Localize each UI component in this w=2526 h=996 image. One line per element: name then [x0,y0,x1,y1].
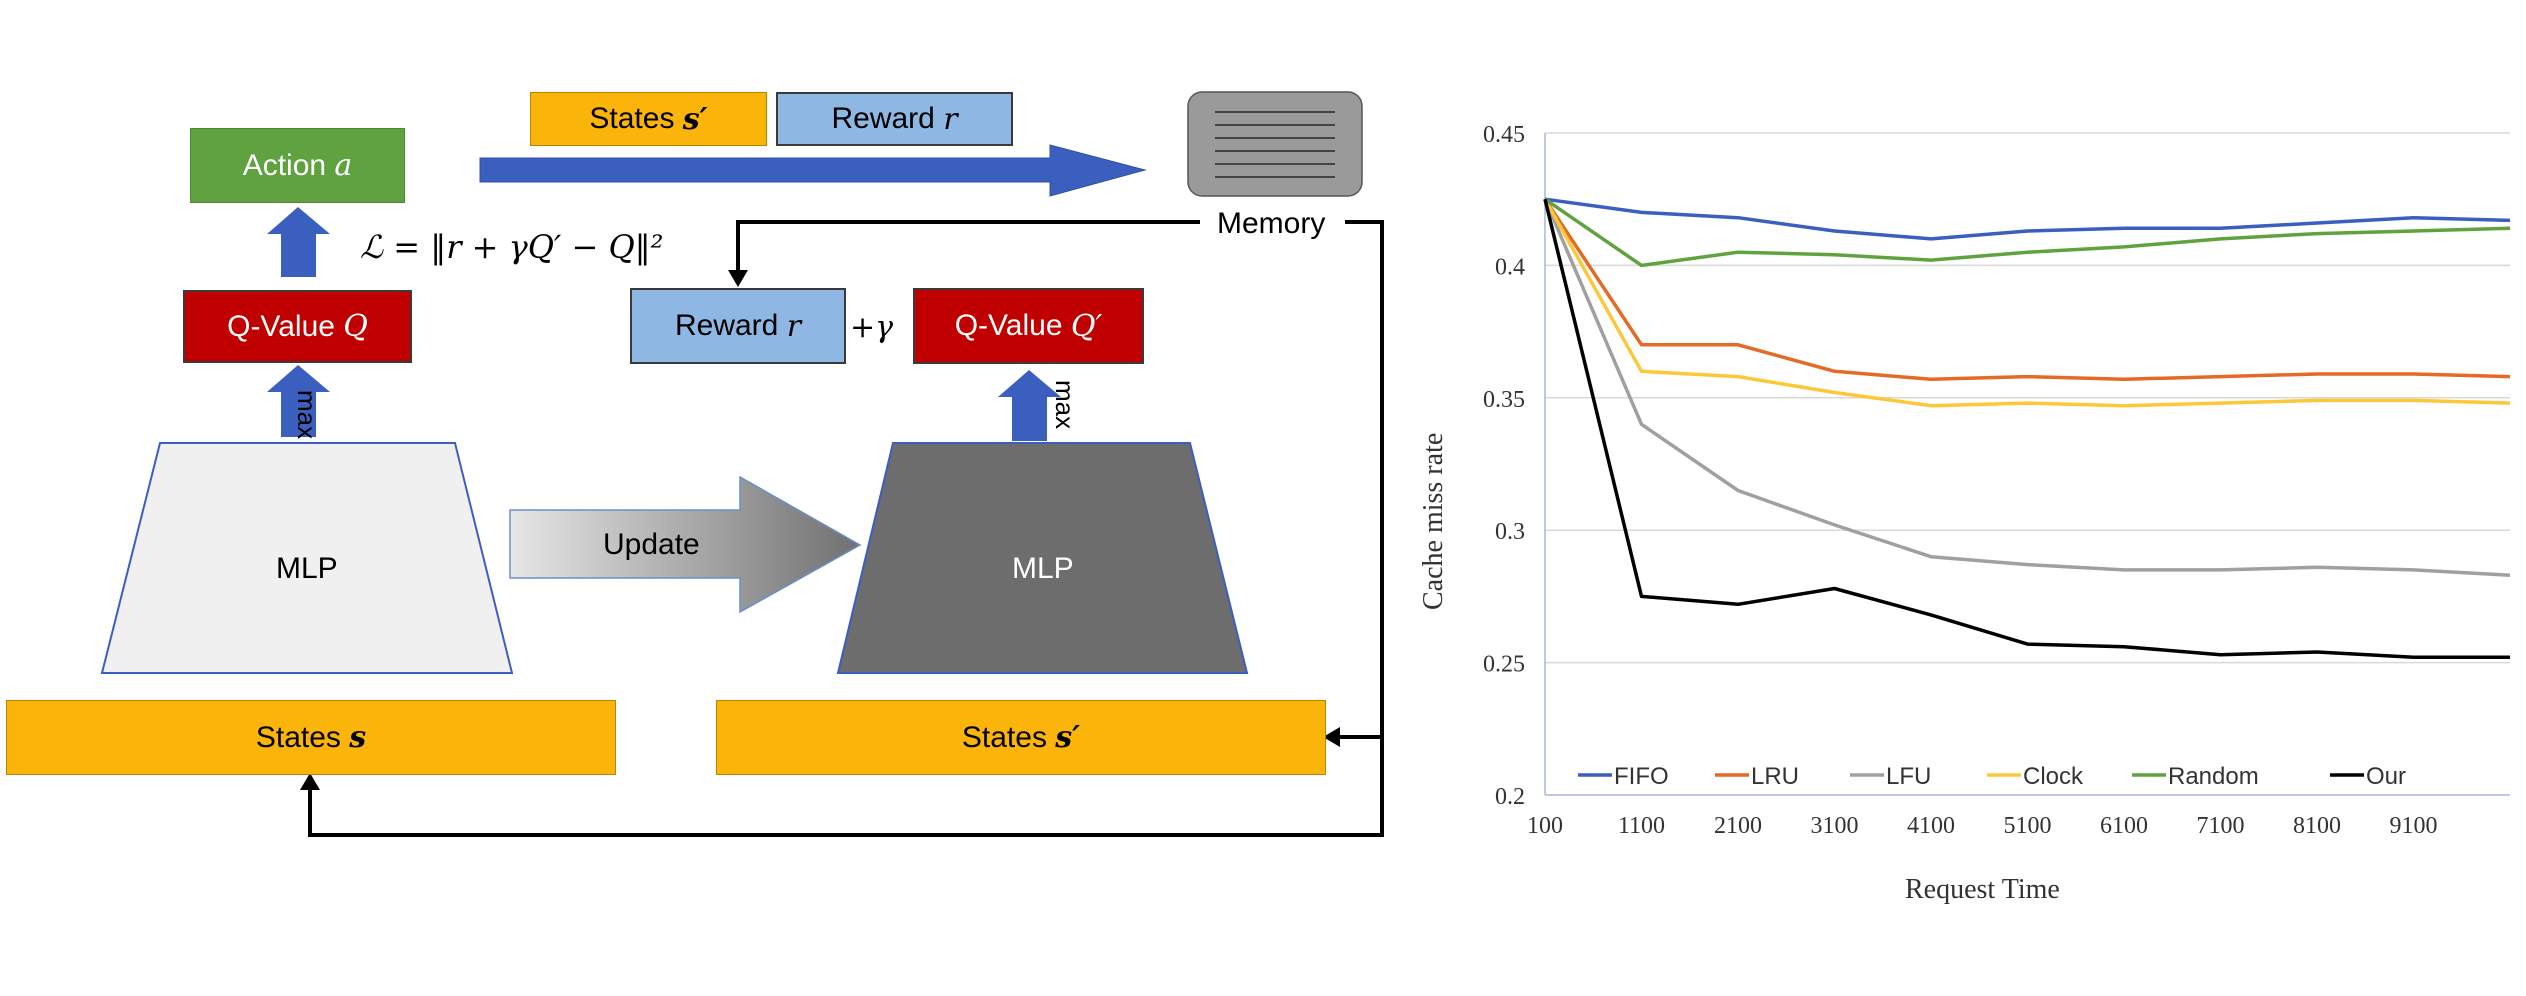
legend-label-lfu: LFU [1886,763,1931,790]
loop-to-states-right-arrowhead [1323,727,1340,747]
chart-axes [1544,133,2510,796]
mlp-right-shape [836,442,1249,674]
legend-label-our: Our [2366,763,2406,790]
up-arrow-mlp-right [998,370,1061,441]
x-tick-label: 6100 [2100,813,2148,839]
to-memory-arrow [479,144,1147,197]
mlp-left-label: MLP [276,552,338,585]
legend-label-lru: LRU [1751,763,1799,790]
qvalue-right-symbol: Q′ [1070,308,1103,344]
update-arrow [509,475,862,614]
x-tick-label: 8100 [2293,813,2341,839]
states-left-box: States s [6,700,616,775]
chart-xlabel: Request Time [1905,874,2060,905]
memory-to-reward-arrowhead [728,270,748,287]
plus-gamma: +γ [850,310,894,345]
y-tick-label: 0.3 [1495,519,1525,545]
x-tick-label: 2100 [1714,813,1762,839]
chart-legend: FIFO LRU LFU Clock Random Our [1578,763,2406,790]
states-top-symbol: s′ [682,101,708,137]
reward-mid-symbol: r [786,308,802,344]
states-right-symbol: s′ [1055,720,1081,755]
memory-to-reward-line [736,220,1200,275]
reward-top-symbol: r [943,101,958,137]
mlp-right-label: MLP [1012,552,1074,585]
max-left-label: max [292,390,322,440]
reward-top-box: Reward r [776,92,1013,146]
qvalue-right-label: Q-Value [954,309,1063,342]
memory-label: Memory [1213,207,1330,241]
states-right-label: States [961,720,1047,754]
x-tick-label: 5100 [2004,813,2052,839]
loop-to-states-left-arrowhead [300,773,320,790]
x-tick-label: 4100 [1907,813,1955,839]
action-box: Action a [190,128,405,203]
y-tick-label: 0.25 [1483,652,1525,678]
legend-label-random: Random [2168,763,2259,790]
qvalue-right-box: Q-Value Q′ [913,288,1144,364]
y-tick-label: 0.45 [1483,122,1525,148]
max-right-label: max [1050,380,1080,430]
series-line-clock [1543,198,2511,408]
chart-ylabel: Cache miss rate [1418,432,1449,610]
states-left-label: States [255,720,341,754]
memory-loop-line [308,220,1384,837]
memory-icon [1187,91,1363,197]
series-line-random [1544,197,2511,268]
loss-formula: ℒ = ‖r + γQ′ − Q‖² [360,228,664,266]
y-tick-label: 0.4 [1495,254,1525,280]
states-top-label: States [589,102,675,135]
x-tick-label: 7100 [2197,813,2245,839]
states-right-box: States s′ [716,700,1326,775]
up-arrow-mlp-left [267,365,330,437]
reward-mid-label: Reward [674,309,779,342]
x-tick-label: 100 [1527,813,1563,839]
chart-series [1543,197,2511,660]
x-tick-label: 3100 [1811,813,1859,839]
series-line-fifo [1544,197,2511,241]
qvalue-left-box: Q-Value Q [183,290,412,363]
states-left-symbol: s [349,720,367,755]
mlp-left-shape [100,442,514,674]
series-line-lru [1543,198,2511,382]
x-tick-label: 1100 [1618,813,1665,839]
series-line-our [1543,198,2510,660]
legend-label-fifo: FIFO [1614,763,1669,790]
update-label: Update [603,528,700,561]
qvalue-left-symbol: Q [343,309,368,344]
chart-grid [1545,132,2510,664]
y-tick-label: 0.35 [1483,387,1525,413]
action-label: Action [242,148,327,182]
chart-ticks: 0.45 0.4 0.35 0.3 0.25 0.2100 1100 2100 3100 4100… [1483,122,2438,839]
reward-top-label: Reward [831,102,935,135]
states-top-box: States s′ [530,92,767,146]
legend-label-clock: Clock [2023,763,2084,790]
up-arrow-qleft [267,207,330,277]
qvalue-left-label: Q-Value [227,309,335,343]
series-line-lfu [1543,198,2511,577]
diagram-canvas [100,91,1384,837]
x-tick-label: 9100 [2390,813,2438,839]
y-tick-label: 0.2 [1495,784,1525,810]
action-symbol: a [334,148,353,183]
reward-mid-box: Reward r [630,288,846,364]
